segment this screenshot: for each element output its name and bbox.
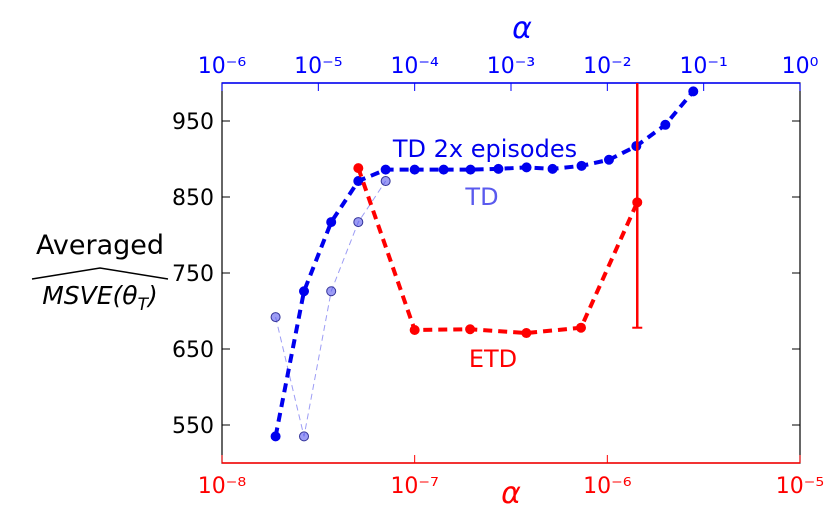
series-annotation: ETD	[469, 345, 517, 373]
point	[353, 163, 364, 174]
y-label: Averaged	[36, 230, 164, 261]
point	[576, 322, 587, 333]
x-tick-label: 10⁻³	[487, 54, 535, 79]
x-tick-label: 10⁻⁶	[583, 474, 632, 499]
point	[465, 324, 476, 335]
y-label: MSVE(θT)	[42, 281, 158, 315]
series-line	[356, 167, 640, 336]
point	[603, 154, 614, 165]
point	[409, 325, 420, 335]
point	[380, 164, 391, 175]
x-tick-label: 10⁻¹	[679, 54, 727, 79]
x-tick-label: 10⁻⁸	[198, 474, 247, 499]
y-tick-label: 950	[172, 110, 214, 135]
y-tick-label: 750	[172, 262, 214, 287]
series-annotation: TD 2x episodes	[392, 135, 577, 163]
y-tick-label: 550	[172, 414, 214, 439]
hat	[31, 267, 169, 280]
x-tick-label: 10⁰	[782, 54, 819, 79]
point	[353, 217, 364, 228]
point	[465, 164, 476, 175]
point	[521, 328, 532, 339]
plot-series	[270, 83, 699, 442]
x-tick-label: 10⁻⁷	[390, 474, 438, 499]
point	[326, 217, 337, 228]
point	[688, 86, 699, 97]
x-tick-label: 10⁻⁵	[294, 54, 342, 79]
point	[409, 164, 420, 175]
y-label-close: )	[146, 281, 158, 310]
y-label-main: MSVE(θ	[42, 281, 137, 310]
point	[270, 312, 281, 323]
point	[299, 286, 310, 297]
x-tick-label: 10⁻²	[583, 54, 631, 79]
point	[493, 163, 504, 174]
x-top-label: α	[512, 11, 532, 46]
point	[660, 119, 671, 130]
point	[380, 176, 391, 187]
series-annotation: TD	[464, 183, 498, 211]
point	[326, 286, 337, 297]
point	[353, 176, 364, 187]
y-label-sub: T	[138, 295, 150, 315]
point	[438, 164, 449, 175]
point	[547, 163, 558, 174]
plot-area	[221, 82, 801, 464]
x-tick-label: 10⁻⁵	[776, 474, 824, 499]
x-bottom-label: α	[501, 476, 521, 511]
point	[270, 431, 281, 442]
x-tick-label: 10⁻⁶	[198, 54, 247, 79]
x-tick-label: 10⁻⁴	[390, 54, 439, 79]
point	[576, 160, 587, 171]
point	[299, 431, 310, 442]
point	[521, 162, 532, 173]
y-tick-label: 850	[172, 186, 214, 211]
y-tick-label: 650	[172, 338, 214, 363]
series-line	[273, 90, 695, 437]
point	[632, 197, 643, 208]
